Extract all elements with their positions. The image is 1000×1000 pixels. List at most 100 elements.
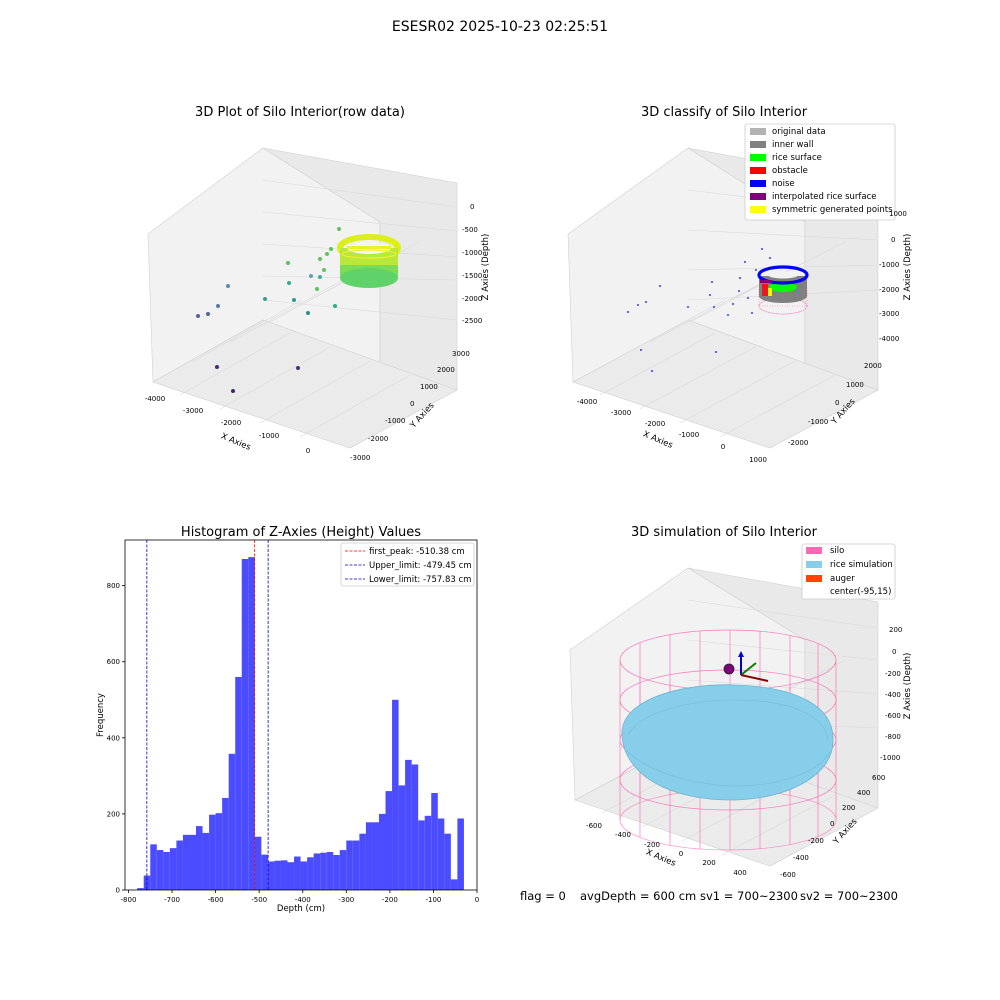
hist-bar: [320, 852, 327, 890]
hist-ytick-label: 600: [107, 658, 120, 666]
cls-ztick: -1000: [879, 261, 899, 269]
hist-axes-frame: [124, 539, 478, 891]
raw-ytick: 2000: [437, 366, 455, 374]
hist-bar: [228, 753, 236, 890]
sim-ztick: -200: [885, 670, 901, 678]
cls-legend-swatch: [750, 154, 766, 161]
cls-legend-label: inner wall: [772, 140, 813, 150]
cls-ztick: 0: [891, 236, 895, 244]
hist-bar: [222, 797, 229, 890]
cls-xlabel: X Axies: [641, 429, 674, 451]
sim-legend-label: auger: [830, 574, 855, 584]
hist-bar: [418, 820, 425, 890]
hist-bar: [274, 860, 281, 890]
hist-bar: [313, 853, 321, 890]
raw-ytick: -2000: [368, 435, 388, 443]
sim-legend-label: rice simulation: [830, 560, 893, 570]
cls-silo-points: [757, 265, 809, 315]
sim-xtick: -200: [644, 841, 660, 849]
hist-bar: [444, 833, 451, 890]
cls-legend: original data inner wall rice surface ob…: [744, 123, 896, 221]
hist-x-ticks: -800 -700 -600 -500 -400 -300 -200 -100 0: [121, 890, 479, 904]
hist-xlabel: Depth (cm): [277, 904, 325, 914]
sim-ztick: 0: [892, 648, 896, 656]
hist-bar: [137, 888, 144, 890]
hist-y-ticks: 0 200 400 600 800: [107, 582, 125, 895]
sim-zlabel: Z Axies (Depth): [903, 653, 913, 720]
cls-legend-swatch: [750, 180, 766, 187]
cls-xtick: 0: [721, 443, 725, 451]
hist-legend-label: Upper_limit: -479.45 cm: [369, 561, 472, 571]
hist-xtick-label: -200: [382, 896, 398, 904]
raw-ytick: -3000: [350, 454, 370, 462]
hist-bar: [294, 856, 301, 890]
sim-auger-marker: [723, 651, 769, 682]
hist-ytick-label: 800: [107, 582, 120, 590]
hist-bar: [457, 818, 464, 890]
sim-ytick: 200: [842, 804, 855, 812]
raw-ytick: 1000: [420, 383, 438, 391]
hist-bar: [196, 826, 203, 890]
hist-ytick-label: 200: [107, 810, 120, 818]
hist-ytick-label: 0: [116, 887, 120, 895]
cls-legend-swatch: [750, 193, 766, 200]
raw-xtick: -1000: [259, 432, 279, 440]
hist-bar: [267, 861, 275, 890]
hist-bar: [385, 791, 393, 890]
hist-bar: [405, 759, 412, 890]
raw-ztick: 0: [470, 203, 474, 211]
raw-xtick: -3000: [183, 407, 203, 415]
hist-bar: [411, 764, 419, 890]
sim-ytick: -600: [780, 871, 796, 879]
panel-raw-title: 3D Plot of Silo Interior(row data): [195, 105, 405, 120]
cls-ytick: 2000: [864, 362, 882, 370]
hist-xtick-label: -600: [208, 896, 224, 904]
raw-silo-points: [337, 234, 401, 288]
sim-ytick: 600: [872, 774, 885, 782]
hist-bar: [307, 857, 314, 890]
hist-xtick-label: -700: [164, 896, 180, 904]
sim-xlabel: X Axies: [644, 847, 677, 869]
hist-bar: [215, 813, 223, 890]
cls-noise-points: [627, 248, 771, 372]
hist-bar: [156, 850, 164, 890]
sim-ytick: -400: [793, 854, 809, 862]
cls-xtick: -2000: [645, 420, 665, 428]
hist-xtick-label: -300: [338, 896, 354, 904]
hist-bar: [150, 844, 157, 890]
hist-bar: [346, 840, 353, 890]
sim-ytick: 400: [857, 789, 870, 797]
hist-ytick-label: 400: [107, 734, 120, 742]
status-flag: flag = 0: [520, 889, 566, 903]
hist-bar: [437, 818, 445, 890]
figure-suptitle: ESESR02 2025-10-23 02:25:51: [392, 19, 608, 35]
sim-legend-swatch: [806, 561, 822, 568]
hist-bar: [333, 855, 340, 890]
panel-classify-3d: 3D classify of Silo Interior: [567, 105, 913, 464]
hist-bar: [378, 813, 386, 890]
hist-bar: [261, 854, 268, 890]
raw-zlabel: Z Axies (Depth): [481, 234, 491, 301]
raw-ytick: 3000: [452, 350, 470, 358]
hist-title: Histogram of Z-Axies (Height) Values: [181, 525, 421, 540]
cls-y-ticks: -2000 -1000 0 1000 2000: [788, 362, 882, 447]
raw-pane-floor: [152, 319, 458, 449]
cls-x-ticks: -4000 -3000 -2000 -1000 0 1000: [577, 398, 767, 464]
hist-bar: [235, 676, 242, 890]
hist-bar: [365, 822, 373, 890]
raw-xtick: -4000: [145, 395, 165, 403]
raw-ztick: -2000: [462, 295, 482, 303]
sim-ztick: -1000: [880, 754, 900, 762]
hist-bar: [169, 848, 177, 890]
hist-bar: [431, 792, 438, 890]
hist-bar: [326, 851, 334, 890]
panel-sim-title: 3D simulation of Silo Interior: [631, 525, 818, 540]
cls-ztick: -3000: [879, 310, 899, 318]
cls-xtick: -3000: [611, 409, 631, 417]
cls-ytick: 1000: [846, 381, 864, 389]
sim-legend: silo rice simulation auger center(-95,15…: [801, 543, 896, 600]
hist-bar: [176, 840, 183, 890]
cls-ztick: -2000: [879, 286, 899, 294]
hist-bar: [424, 815, 432, 890]
sim-ztick: -800: [885, 733, 901, 741]
